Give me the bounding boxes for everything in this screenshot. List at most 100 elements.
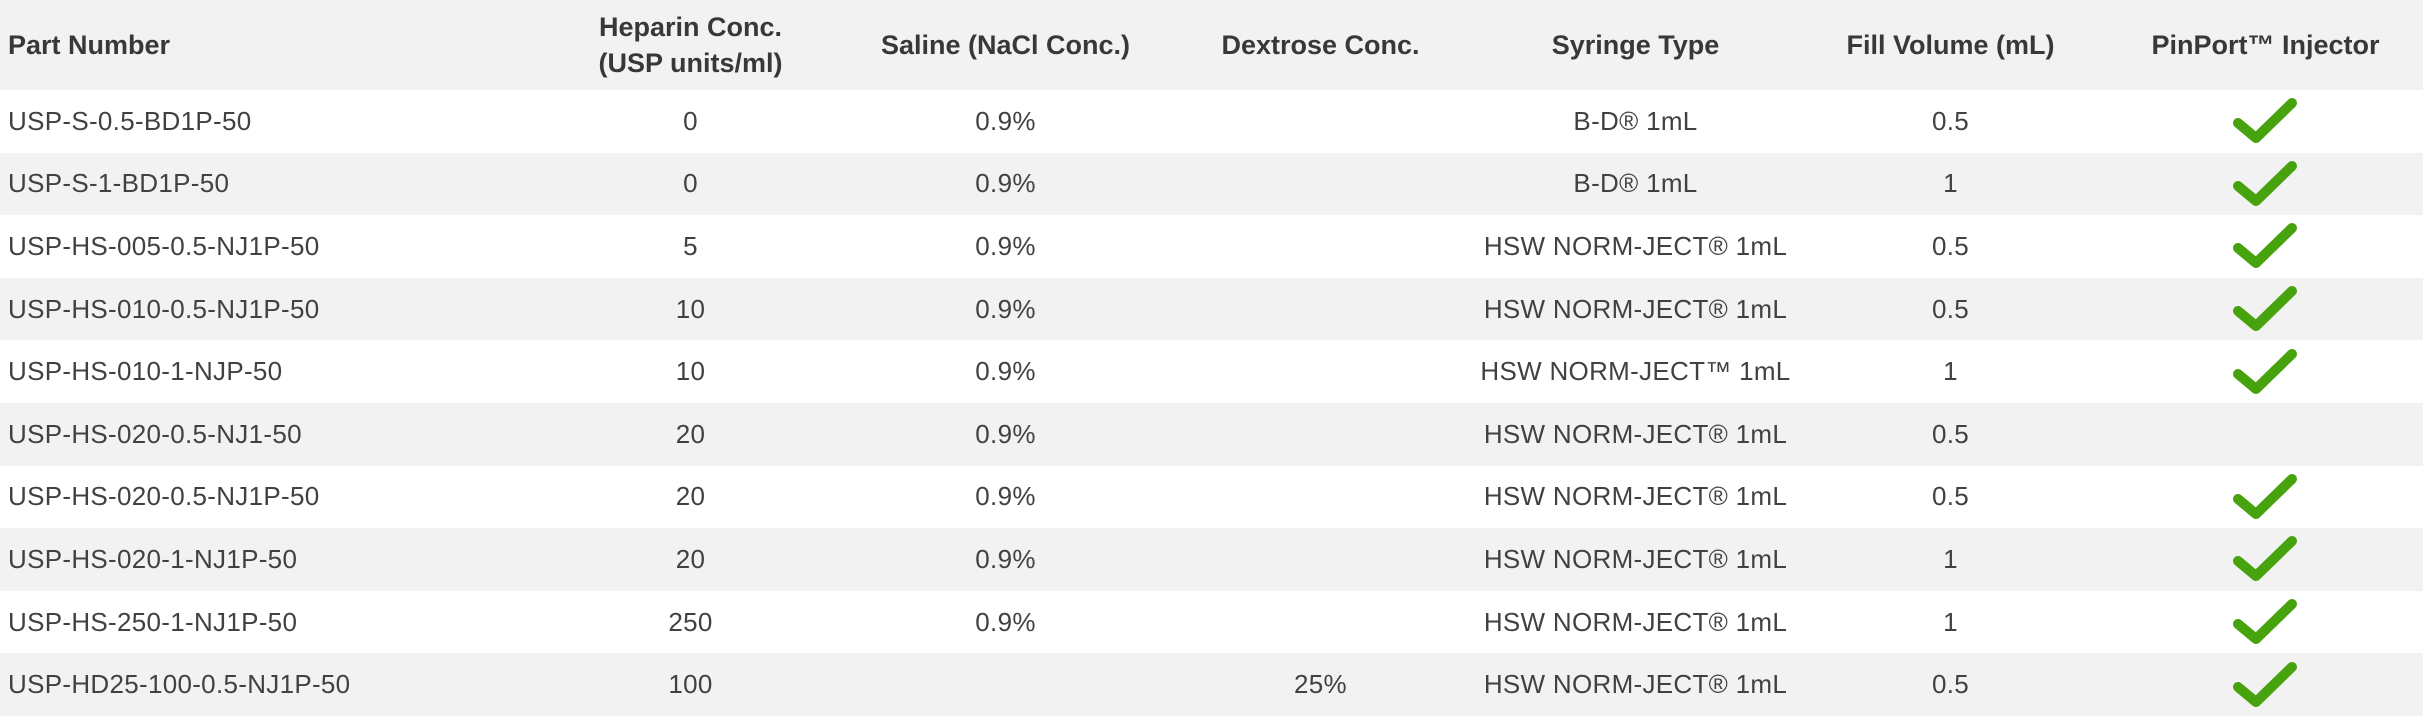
saline-conc-cell xyxy=(848,653,1163,716)
heparin-conc-cell: 250 xyxy=(533,591,848,654)
saline-conc-cell: 0.9% xyxy=(848,340,1163,403)
fill-volume-cell: 1 xyxy=(1793,591,2108,654)
pinport-injector-cell xyxy=(2108,653,2423,716)
part-number-cell: USP-S-1-BD1P-50 xyxy=(0,153,533,216)
heparin-conc-cell: 100 xyxy=(533,653,848,716)
table-row: USP-HD25-100-0.5-NJ1P-50 100 25% HSW NOR… xyxy=(0,653,2423,716)
dextrose-conc-cell xyxy=(1163,340,1478,403)
pinport-injector-cell xyxy=(2108,340,2423,403)
fill-volume-cell: 0.5 xyxy=(1793,215,2108,278)
pinport-injector-cell xyxy=(2108,90,2423,153)
saline-conc-cell: 0.9% xyxy=(848,90,1163,153)
heparin-conc-cell: 10 xyxy=(533,340,848,403)
table-row: USP-HS-020-1-NJ1P-50 20 0.9% HSW NORM-JE… xyxy=(0,528,2423,591)
syringe-type-cell: HSW NORM-JECT® 1mL xyxy=(1478,528,1793,591)
fill-volume-cell: 1 xyxy=(1793,528,2108,591)
checkmark-icon xyxy=(2233,349,2297,395)
dextrose-conc-cell xyxy=(1163,591,1478,654)
table-body: USP-S-0.5-BD1P-50 0 0.9% B-D® 1mL 0.5 US… xyxy=(0,90,2423,716)
column-header-saline-conc: Saline (NaCl Conc.) xyxy=(848,0,1163,90)
saline-conc-cell: 0.9% xyxy=(848,278,1163,341)
checkmark-icon xyxy=(2233,286,2297,332)
part-number-cell: USP-HS-005-0.5-NJ1P-50 xyxy=(0,215,533,278)
part-number-cell: USP-HS-020-1-NJ1P-50 xyxy=(0,528,533,591)
saline-conc-cell: 0.9% xyxy=(848,591,1163,654)
checkmark-icon xyxy=(2233,161,2297,207)
pinport-injector-cell xyxy=(2108,153,2423,216)
syringe-type-cell: HSW NORM-JECT® 1mL xyxy=(1478,403,1793,466)
heparin-conc-cell: 0 xyxy=(533,90,848,153)
saline-conc-cell: 0.9% xyxy=(848,403,1163,466)
saline-conc-cell: 0.9% xyxy=(848,528,1163,591)
column-header-dextrose-conc: Dextrose Conc. xyxy=(1163,0,1478,90)
dextrose-conc-cell xyxy=(1163,403,1478,466)
syringe-type-cell: HSW NORM-JECT® 1mL xyxy=(1478,278,1793,341)
column-header-syringe-type: Syringe Type xyxy=(1478,0,1793,90)
table-row: USP-HS-005-0.5-NJ1P-50 5 0.9% HSW NORM-J… xyxy=(0,215,2423,278)
part-number-cell: USP-HS-010-0.5-NJ1P-50 xyxy=(0,278,533,341)
saline-conc-cell: 0.9% xyxy=(848,466,1163,529)
dextrose-conc-cell xyxy=(1163,153,1478,216)
table-row: USP-S-0.5-BD1P-50 0 0.9% B-D® 1mL 0.5 xyxy=(0,90,2423,153)
fill-volume-cell: 0.5 xyxy=(1793,90,2108,153)
fill-volume-cell: 0.5 xyxy=(1793,466,2108,529)
fill-volume-cell: 0.5 xyxy=(1793,278,2108,341)
dextrose-conc-cell: 25% xyxy=(1163,653,1478,716)
part-number-cell: USP-S-0.5-BD1P-50 xyxy=(0,90,533,153)
table-row: USP-HS-020-0.5-NJ1-50 20 0.9% HSW NORM-J… xyxy=(0,403,2423,466)
table-row: USP-HS-010-0.5-NJ1P-50 10 0.9% HSW NORM-… xyxy=(0,278,2423,341)
pinport-injector-cell xyxy=(2108,466,2423,529)
syringe-type-cell: HSW NORM-JECT® 1mL xyxy=(1478,591,1793,654)
checkmark-icon xyxy=(2233,223,2297,269)
column-header-part-number: Part Number xyxy=(0,0,533,90)
fill-volume-cell: 1 xyxy=(1793,340,2108,403)
checkmark-icon xyxy=(2233,98,2297,144)
syringe-type-cell: HSW NORM-JECT™ 1mL xyxy=(1478,340,1793,403)
header-row: Part Number Heparin Conc. (USP units/ml)… xyxy=(0,0,2423,90)
heparin-conc-cell: 5 xyxy=(533,215,848,278)
dextrose-conc-cell xyxy=(1163,466,1478,529)
fill-volume-cell: 0.5 xyxy=(1793,653,2108,716)
checkmark-icon xyxy=(2233,662,2297,708)
syringe-spec-table: Part Number Heparin Conc. (USP units/ml)… xyxy=(0,0,2423,716)
part-number-cell: USP-HS-020-0.5-NJ1P-50 xyxy=(0,466,533,529)
syringe-type-cell: HSW NORM-JECT® 1mL xyxy=(1478,215,1793,278)
heparin-conc-cell: 20 xyxy=(533,403,848,466)
fill-volume-cell: 1 xyxy=(1793,153,2108,216)
syringe-type-cell: B-D® 1mL xyxy=(1478,90,1793,153)
pinport-injector-cell xyxy=(2108,278,2423,341)
pinport-injector-cell xyxy=(2108,528,2423,591)
dextrose-conc-cell xyxy=(1163,528,1478,591)
column-header-fill-volume: Fill Volume (mL) xyxy=(1793,0,2108,90)
table-header: Part Number Heparin Conc. (USP units/ml)… xyxy=(0,0,2423,90)
checkmark-icon xyxy=(2233,599,2297,645)
pinport-injector-cell xyxy=(2108,215,2423,278)
part-number-cell: USP-HS-250-1-NJ1P-50 xyxy=(0,591,533,654)
part-number-cell: USP-HS-020-0.5-NJ1-50 xyxy=(0,403,533,466)
saline-conc-cell: 0.9% xyxy=(848,215,1163,278)
syringe-type-cell: HSW NORM-JECT® 1mL xyxy=(1478,466,1793,529)
table-row: USP-S-1-BD1P-50 0 0.9% B-D® 1mL 1 xyxy=(0,153,2423,216)
table-row: USP-HS-020-0.5-NJ1P-50 20 0.9% HSW NORM-… xyxy=(0,466,2423,529)
heparin-conc-cell: 20 xyxy=(533,466,848,529)
column-header-heparin-conc: Heparin Conc. (USP units/ml) xyxy=(533,0,848,90)
dextrose-conc-cell xyxy=(1163,278,1478,341)
saline-conc-cell: 0.9% xyxy=(848,153,1163,216)
checkmark-icon xyxy=(2233,536,2297,582)
part-number-cell: USP-HD25-100-0.5-NJ1P-50 xyxy=(0,653,533,716)
part-number-cell: USP-HS-010-1-NJP-50 xyxy=(0,340,533,403)
syringe-type-cell: B-D® 1mL xyxy=(1478,153,1793,216)
heparin-conc-cell: 10 xyxy=(533,278,848,341)
heparin-conc-cell: 20 xyxy=(533,528,848,591)
pinport-injector-cell xyxy=(2108,591,2423,654)
pinport-injector-cell xyxy=(2108,403,2423,466)
table-row: USP-HS-010-1-NJP-50 10 0.9% HSW NORM-JEC… xyxy=(0,340,2423,403)
checkmark-icon xyxy=(2233,474,2297,520)
dextrose-conc-cell xyxy=(1163,90,1478,153)
table-row: USP-HS-250-1-NJ1P-50 250 0.9% HSW NORM-J… xyxy=(0,591,2423,654)
fill-volume-cell: 0.5 xyxy=(1793,403,2108,466)
dextrose-conc-cell xyxy=(1163,215,1478,278)
heparin-conc-cell: 0 xyxy=(533,153,848,216)
syringe-type-cell: HSW NORM-JECT® 1mL xyxy=(1478,653,1793,716)
column-header-pinport-injector: PinPort™ Injector xyxy=(2108,0,2423,90)
